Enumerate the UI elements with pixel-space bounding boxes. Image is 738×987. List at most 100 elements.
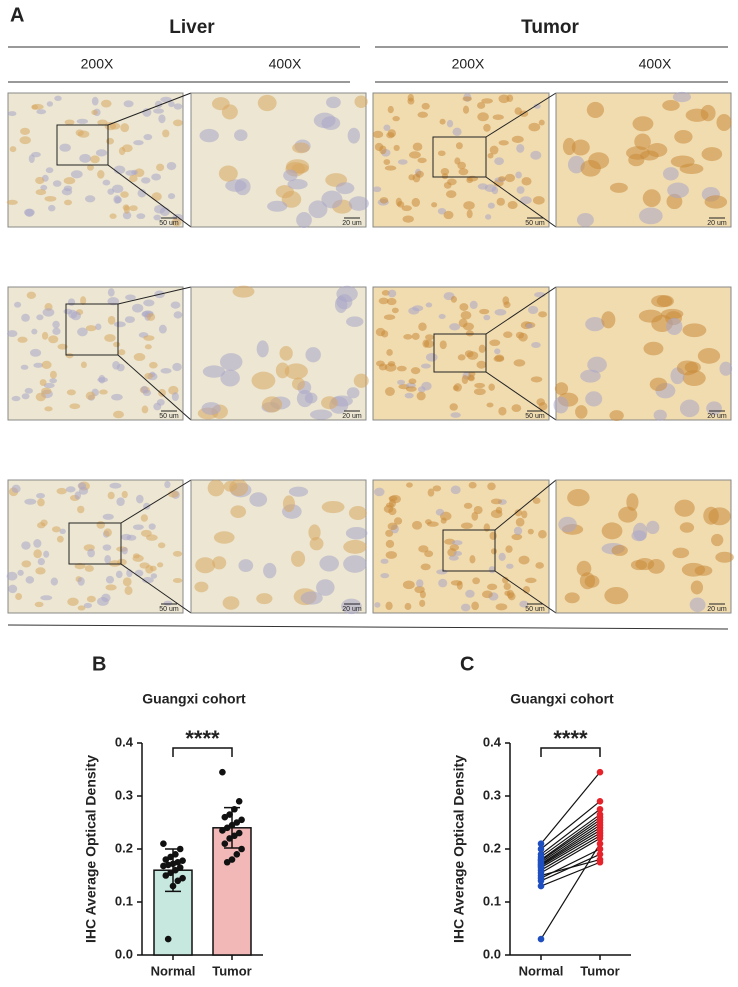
cell bbox=[97, 377, 108, 383]
cell bbox=[672, 547, 690, 559]
cell bbox=[511, 135, 524, 143]
cell bbox=[460, 603, 471, 612]
cell bbox=[453, 550, 463, 557]
cell bbox=[385, 529, 394, 537]
cell bbox=[54, 95, 62, 101]
cell bbox=[483, 314, 491, 321]
cell bbox=[168, 101, 175, 108]
cell bbox=[172, 362, 182, 372]
cell bbox=[43, 550, 50, 558]
significance-bracket bbox=[540, 747, 601, 757]
cell bbox=[17, 336, 28, 343]
cell bbox=[87, 548, 95, 558]
cell bbox=[321, 190, 343, 209]
cell bbox=[158, 114, 166, 124]
cell bbox=[132, 553, 140, 559]
data-point bbox=[238, 816, 245, 824]
cell bbox=[575, 405, 588, 419]
cell bbox=[77, 577, 85, 586]
cell bbox=[446, 119, 454, 128]
cell bbox=[410, 367, 421, 375]
cell bbox=[427, 488, 435, 497]
cell bbox=[102, 179, 111, 186]
cell bbox=[69, 403, 81, 410]
cell bbox=[103, 528, 112, 537]
cell bbox=[449, 323, 461, 331]
pair-line bbox=[540, 835, 601, 871]
y-tick-label: 0.3 bbox=[483, 787, 501, 802]
zoom-line bbox=[117, 286, 192, 305]
cell bbox=[115, 570, 123, 579]
cell bbox=[158, 324, 167, 334]
cell bbox=[411, 332, 420, 340]
pair-line bbox=[540, 808, 601, 855]
cell bbox=[51, 526, 61, 533]
cell bbox=[468, 481, 477, 489]
zoom-box bbox=[432, 136, 487, 178]
data-point bbox=[223, 858, 231, 866]
pair-line bbox=[540, 829, 601, 867]
cell bbox=[230, 505, 247, 518]
cell bbox=[450, 295, 457, 303]
cell bbox=[431, 202, 438, 208]
cell bbox=[649, 377, 668, 392]
cell bbox=[437, 207, 447, 215]
cell bbox=[521, 510, 528, 519]
cell bbox=[690, 580, 704, 595]
y-tick-label: 0.0 bbox=[115, 946, 133, 961]
y-tick-label: 0.1 bbox=[115, 893, 133, 908]
cell bbox=[462, 105, 470, 114]
cell bbox=[493, 355, 505, 363]
cell bbox=[485, 214, 492, 220]
cell bbox=[133, 353, 146, 362]
cell bbox=[478, 344, 486, 353]
cell bbox=[296, 212, 312, 228]
cell bbox=[438, 578, 448, 588]
cell bbox=[401, 205, 412, 212]
cell bbox=[503, 301, 511, 309]
scale-label: 20 um bbox=[342, 413, 362, 420]
chart-title: Guangxi cohort bbox=[142, 691, 246, 707]
cell bbox=[643, 341, 664, 356]
cell bbox=[113, 195, 121, 204]
cell bbox=[417, 157, 427, 164]
cell bbox=[63, 185, 73, 192]
cell bbox=[530, 376, 543, 383]
cell bbox=[471, 511, 479, 521]
cell bbox=[107, 297, 120, 306]
cell bbox=[502, 576, 509, 584]
scale-label: 50 um bbox=[525, 413, 545, 420]
cell bbox=[681, 562, 706, 577]
cell bbox=[107, 491, 115, 500]
cell bbox=[17, 569, 24, 576]
cell bbox=[70, 311, 81, 321]
y-axis-label: IHC Average Optical Density bbox=[451, 755, 467, 943]
cell bbox=[558, 516, 577, 533]
cell bbox=[489, 145, 499, 155]
cell bbox=[506, 94, 514, 102]
data-point bbox=[228, 856, 236, 863]
cell bbox=[455, 142, 463, 150]
cell bbox=[279, 346, 293, 361]
data-point bbox=[223, 824, 231, 832]
cell bbox=[164, 480, 171, 489]
cell bbox=[646, 520, 660, 535]
cell bbox=[6, 199, 18, 205]
cell bbox=[465, 330, 474, 337]
data-point bbox=[235, 798, 243, 805]
cell bbox=[77, 327, 88, 337]
cell bbox=[308, 200, 328, 219]
cell bbox=[498, 552, 506, 562]
cell bbox=[457, 354, 466, 361]
cell bbox=[379, 197, 389, 204]
cell bbox=[601, 522, 623, 540]
y-axis-label: IHC Average Optical Density bbox=[83, 755, 99, 943]
cell bbox=[586, 101, 605, 119]
cell bbox=[36, 492, 45, 499]
cell bbox=[121, 547, 128, 555]
zoom-line bbox=[120, 479, 192, 524]
cell bbox=[87, 164, 94, 171]
cell bbox=[33, 539, 42, 548]
zoom-line bbox=[485, 286, 557, 335]
cell bbox=[64, 199, 73, 206]
